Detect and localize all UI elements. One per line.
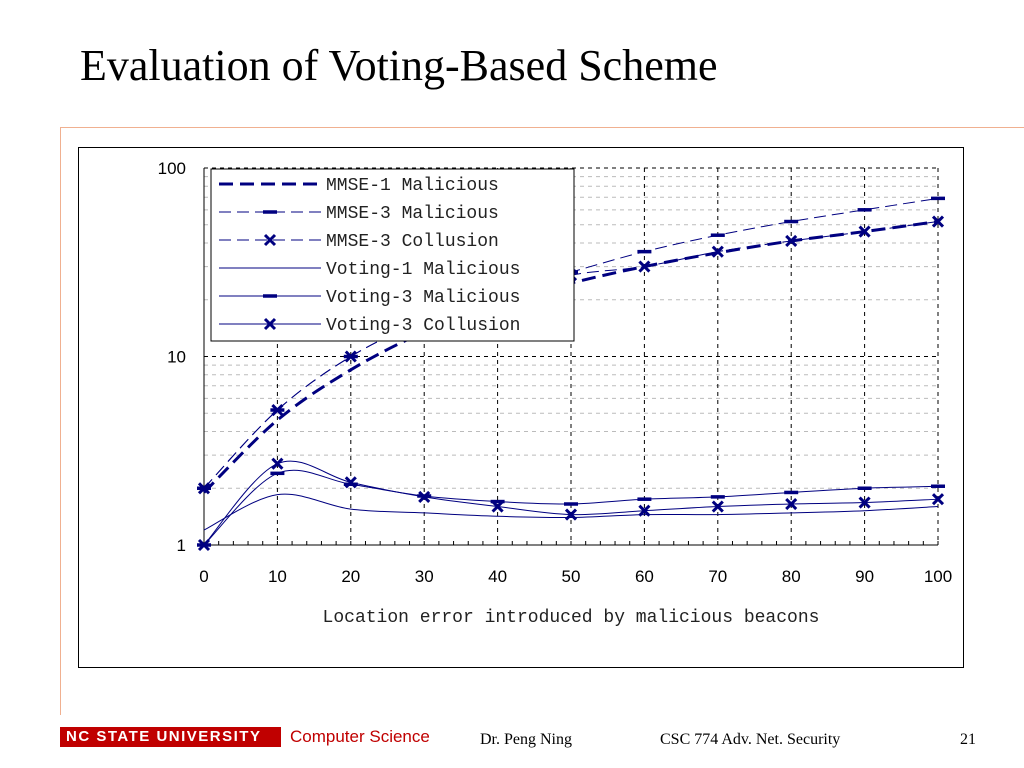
legend-box (210, 168, 575, 342)
data-point (638, 504, 651, 517)
legend-marker (263, 233, 277, 247)
x-tick-label: 20 (341, 567, 360, 586)
x-tick-label: 10 (268, 567, 287, 586)
title-divider (60, 127, 1024, 128)
y-tick-label: 100 (158, 159, 186, 178)
legend-label: MMSE-1 Malicious (326, 176, 499, 196)
data-point (491, 500, 504, 513)
data-point (858, 496, 871, 509)
legend-label: Voting-3 Malicious (326, 288, 520, 308)
x-tick-label: 0 (199, 567, 208, 586)
data-point (785, 497, 798, 511)
data-point (344, 350, 357, 363)
data-point (711, 500, 724, 513)
data-point (418, 490, 431, 503)
legend-marker (263, 317, 277, 331)
legend-label: MMSE-3 Collusion (326, 232, 499, 252)
x-tick-label: 100 (924, 567, 952, 586)
x-tick-label: 90 (855, 567, 874, 586)
data-point (931, 215, 945, 228)
legend-label: Voting-3 Collusion (326, 316, 520, 336)
page-number: 21 (960, 731, 976, 748)
x-tick-label: 70 (708, 567, 727, 586)
left-accent-rule (60, 127, 61, 715)
data-point (344, 476, 357, 489)
data-point (931, 493, 945, 506)
series-line (203, 460, 939, 546)
footer-course: CSC 774 Adv. Net. Security (660, 731, 841, 748)
data-point (197, 538, 211, 552)
legend-label: Voting-1 Malicious (326, 260, 520, 280)
x-tick-label: 40 (488, 567, 507, 586)
x-tick-label: 50 (562, 567, 581, 586)
department-label: Computer Science (290, 727, 430, 746)
footer-author: Dr. Peng Ning (480, 731, 572, 748)
data-point (271, 403, 284, 417)
x-tick-label: 80 (782, 567, 801, 586)
y-tick-label: 1 (177, 536, 186, 555)
data-point (711, 245, 724, 258)
data-point (271, 457, 284, 470)
x-axis-label: Location error introduced by malicious b… (323, 608, 820, 628)
y-tick-label: 10 (167, 348, 186, 367)
chart-frame: 0 10 20 30 40 50 60 70 80 90 100 1 10 100 Location err… (78, 147, 964, 668)
legend-label: MMSE-3 Malicious (326, 204, 499, 224)
data-point (785, 234, 798, 248)
university-logo: NC STATE UNIVERSITY (60, 727, 281, 747)
series-line (203, 493, 939, 531)
x-tick-label: 60 (635, 567, 654, 586)
data-point (197, 482, 211, 495)
slide-title: Evaluation of Voting-Based Scheme (80, 41, 718, 90)
data-point (638, 260, 651, 273)
x-tick-label: 30 (415, 567, 434, 586)
data-point (858, 225, 871, 238)
data-point (564, 508, 578, 521)
